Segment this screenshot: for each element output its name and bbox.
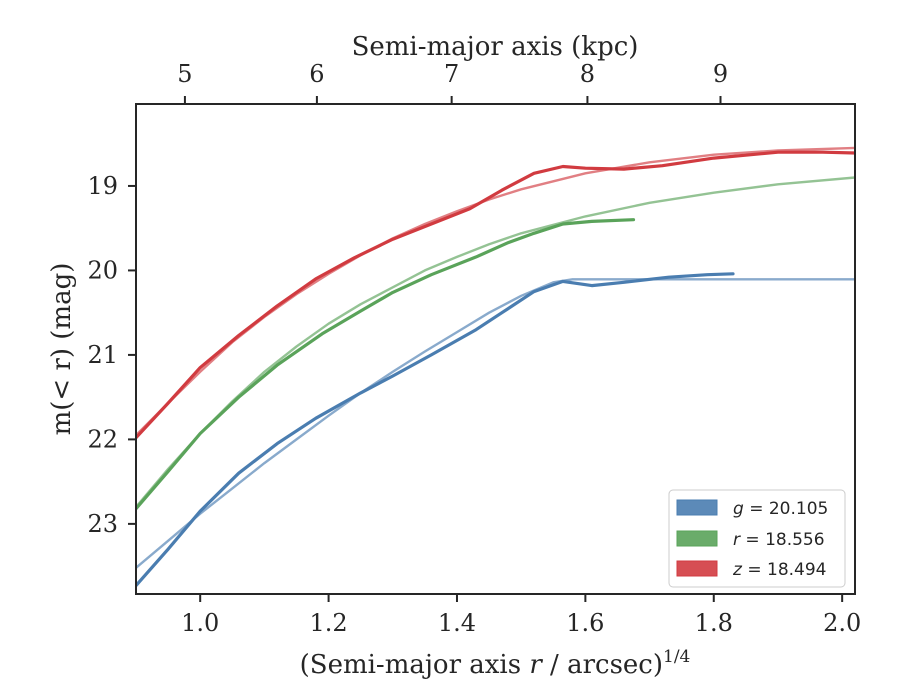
- legend-label-r: r = 18.556: [733, 530, 825, 550]
- legend-swatch-z: [676, 560, 718, 577]
- top-axis-ticks: 5 6 7 8 9: [177, 60, 728, 104]
- top-axis-title: Semi-major axis (kpc): [352, 32, 639, 62]
- fit-line-g: [136, 278, 855, 569]
- legend-swatch-g: [676, 499, 718, 516]
- y-axis-title: m(< r) (mag): [47, 263, 77, 436]
- x-tick-label: 1.0: [181, 609, 219, 637]
- y-tick-label: 21: [87, 341, 118, 369]
- legend-swatch-r: [676, 530, 718, 547]
- data-lines: [136, 150, 855, 588]
- top-tick-label: 5: [177, 60, 192, 88]
- x-tick-label: 2.0: [823, 609, 861, 637]
- y-tick-label: 23: [87, 510, 118, 538]
- y-tick-label: 22: [87, 425, 118, 453]
- y-tick-label: 19: [87, 172, 118, 200]
- top-tick-label: 9: [713, 60, 728, 88]
- x-axis-ticks: 1.0 1.2 1.4 1.6 1.8 2.0: [181, 594, 861, 637]
- legend-label-g: g = 20.105: [733, 499, 828, 519]
- x-tick-label: 1.6: [566, 609, 604, 637]
- plot-frame: [135, 103, 856, 595]
- y-tick-label: 20: [87, 256, 118, 284]
- data-line-z: [136, 150, 855, 440]
- x-axis-title: (Semi-major axis r / arcsec)1/4: [300, 647, 691, 680]
- x-tick-label: 1.2: [310, 609, 348, 637]
- data-line-g: [136, 272, 735, 588]
- x-tick-label: 1.4: [438, 609, 476, 637]
- y-axis-ticks: 19 20 21 22 23: [87, 172, 136, 538]
- legend: g = 20.105 r = 18.556 z = 18.494: [668, 489, 846, 588]
- top-tick-label: 6: [309, 60, 324, 88]
- legend-label-z: z = 18.494: [732, 560, 826, 580]
- x-tick-label: 1.8: [695, 609, 733, 637]
- data-line-r: [136, 218, 636, 511]
- top-tick-label: 7: [444, 60, 459, 88]
- top-tick-label: 8: [580, 60, 595, 88]
